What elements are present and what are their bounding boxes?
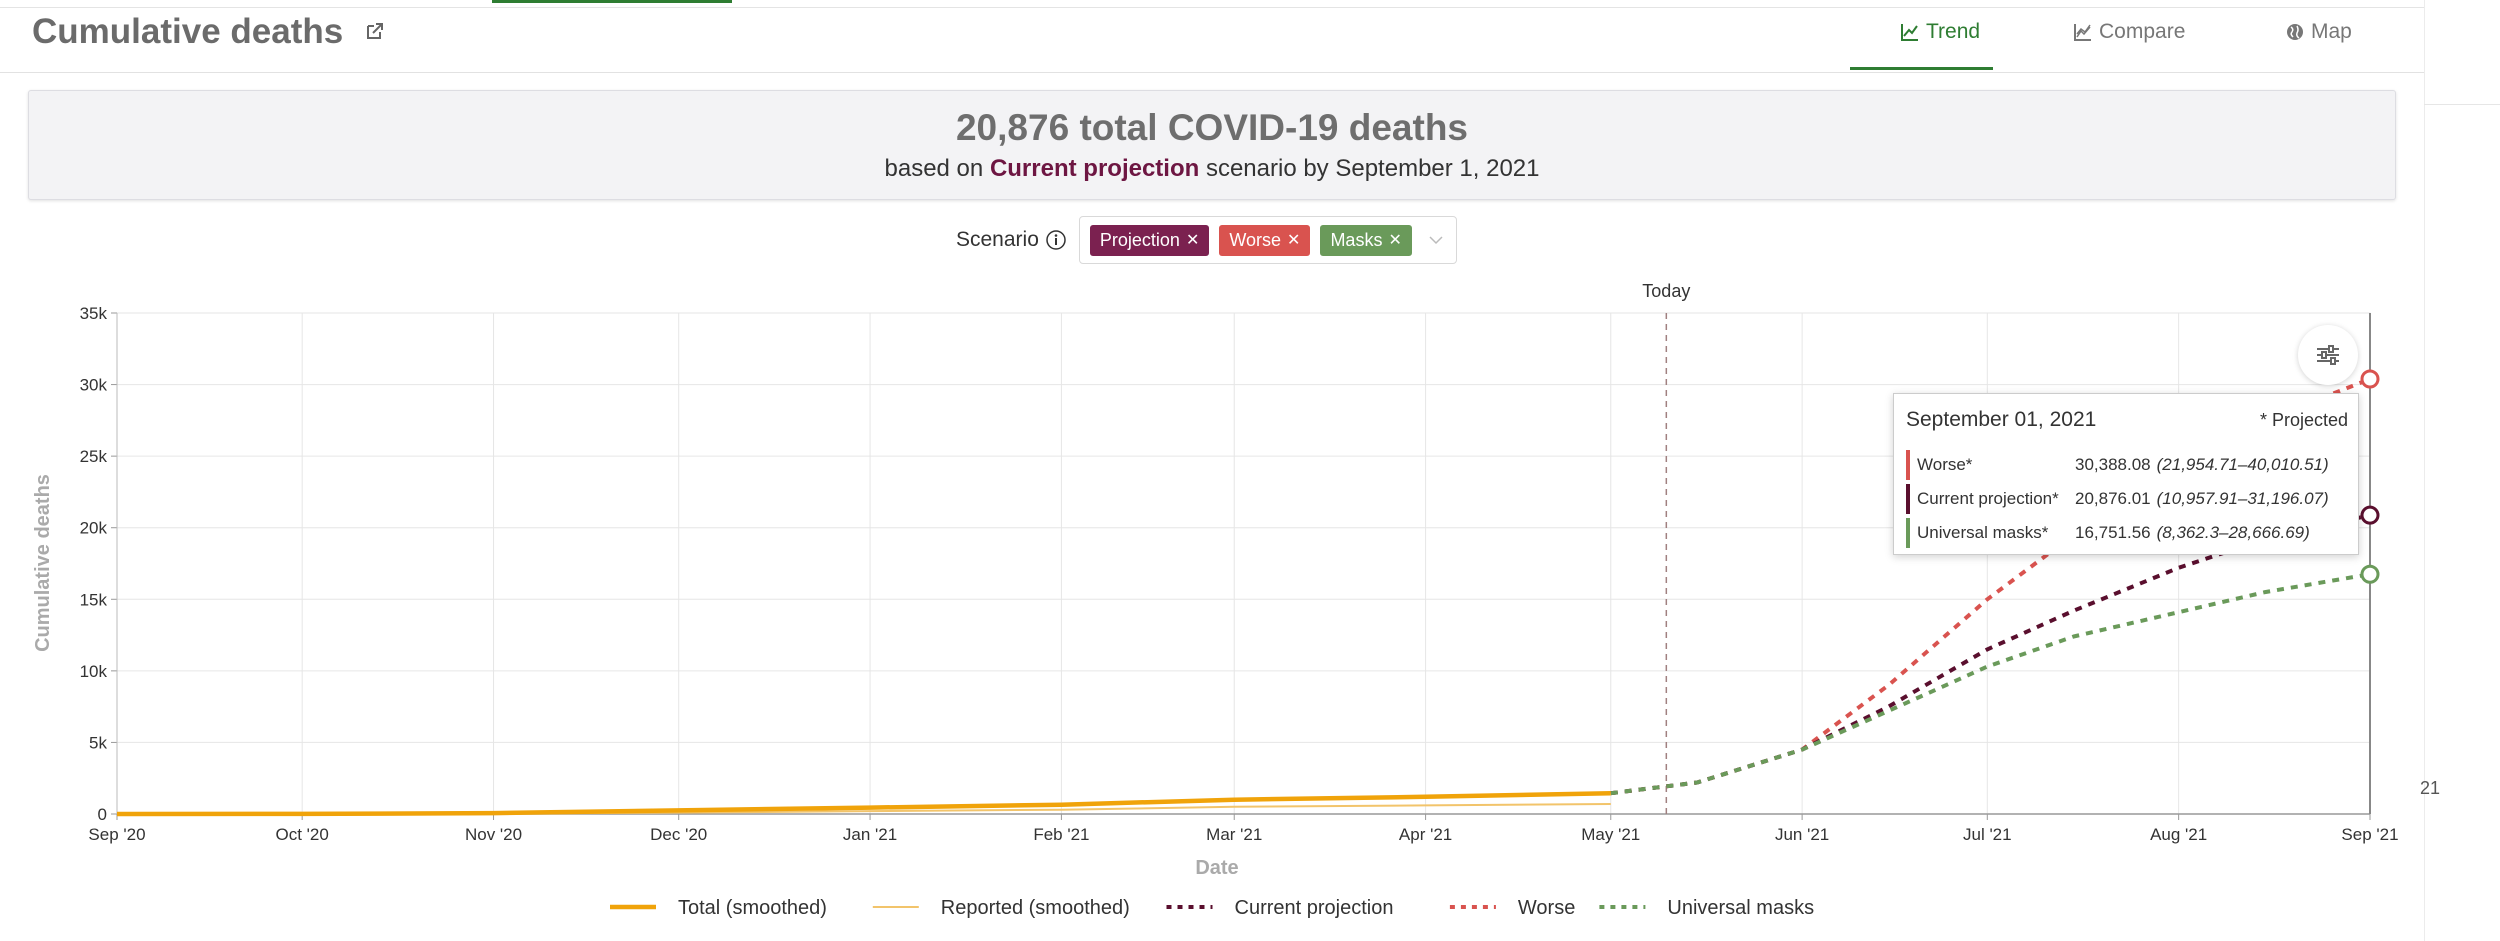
legend-label: Worse	[1518, 897, 1575, 919]
tooltip-range: (21,954.71–40,010.51)	[2156, 455, 2329, 474]
endpoint-marker	[2360, 505, 2380, 525]
x-tick-label: Jan '21	[843, 825, 897, 844]
tooltip-value: 20,876.01	[2075, 489, 2151, 508]
tooltip-swatch	[1906, 518, 1910, 548]
y-tick-label: 5k	[89, 733, 107, 752]
y-tick-label: 35k	[80, 304, 108, 323]
close-icon[interactable]: ✕	[1287, 232, 1301, 249]
scenario-label: Scenario	[956, 228, 1039, 251]
chip-projection-label: Projection	[1099, 229, 1180, 250]
series-line-current-projection	[1610, 513, 2371, 796]
tooltip-series-name: Current projection*	[1917, 489, 2059, 508]
chip-projection[interactable]: Projection ✕	[1089, 224, 1210, 256]
tab-map[interactable]: Map	[2285, 20, 2352, 44]
tooltip-value: 30,388.08	[2075, 455, 2151, 474]
total-deaths-value: 20,876	[955, 107, 1070, 148]
y-tick-label: 0	[98, 805, 107, 824]
globe-icon	[2287, 24, 2303, 40]
tooltip-series-name: Worse*	[1917, 455, 1973, 474]
tab-trend-label: Trend	[1926, 20, 1981, 43]
y-tick-label: 30k	[80, 376, 108, 395]
y-tick-label: 20k	[80, 519, 108, 538]
x-tick-label: Oct '20	[276, 825, 329, 844]
top-accent-bar	[492, 0, 732, 3]
tab-compare-label: Compare	[2099, 20, 2186, 43]
scenario-multiselect[interactable]: Projection ✕ Worse ✕ Masks ✕	[1078, 216, 1457, 264]
tooltip-date: September 01, 2021	[1906, 408, 2097, 431]
x-tick-label: Jul '21	[1963, 825, 2012, 844]
area-chart-icon	[2074, 24, 2091, 41]
y-tick-label: 25k	[80, 447, 108, 466]
x-tick-label: Sep '21	[2341, 825, 2398, 844]
tab-map-label: Map	[2311, 20, 2352, 43]
endpoint-markers	[2360, 369, 2380, 584]
legend-label: Total (smoothed)	[678, 897, 827, 919]
tooltip-row: Worse* 30,388.08 (21,954.71–40,010.51)	[1906, 450, 2329, 480]
tooltip-series-name: Universal masks*	[1917, 523, 2049, 542]
info-icon[interactable]	[1045, 229, 1067, 251]
scenario-name: Current projection	[989, 155, 1200, 182]
axes: 0 5k 10k 15k 20k 25k 30k 35k Sep '20 Oct '20 Nov '…	[32, 281, 2399, 879]
today-label: Today	[1642, 281, 1690, 301]
scenario-selector: Scenario Projection ✕ Worse ✕ Masks ✕	[956, 216, 1457, 264]
chart-settings-button[interactable]	[2298, 325, 2358, 385]
scenario-suffix: scenario by September 1, 2021	[1205, 155, 1540, 182]
x-tick-label: Dec '20	[650, 825, 707, 844]
tab-trend[interactable]: Trend	[1900, 20, 1980, 44]
tooltip-swatch	[1906, 484, 1910, 514]
tooltip-value: 16,751.56	[2075, 523, 2151, 542]
chip-masks[interactable]: Masks ✕	[1320, 224, 1412, 256]
chip-worse-label: Worse	[1229, 229, 1282, 250]
tooltip-swatch	[1906, 450, 1910, 480]
tooltip-range: (10,957.91–31,196.07)	[2156, 489, 2329, 508]
chart-tooltip: September 01, 2021 * Projected Worse* 30…	[1893, 393, 2359, 555]
x-tick-label: Feb '21	[1033, 825, 1089, 844]
sliders-icon	[2317, 345, 2339, 365]
close-icon[interactable]: ✕	[1185, 232, 1200, 249]
tab-compare[interactable]: Compare	[2073, 20, 2185, 44]
legend-label: Universal masks	[1667, 897, 1814, 919]
cumulative-deaths-chart: 0 5k 10k 15k 20k 25k 30k 35k Sep '20 Oct '20 Nov '…	[32, 281, 2399, 919]
x-tick-label: Apr '21	[1399, 825, 1452, 844]
gutter-partial-text: 21	[2420, 778, 2441, 798]
legend-label: Reported (smoothed)	[941, 897, 1130, 919]
right-gutter-divider	[2424, 104, 2500, 105]
series-line-universal-masks	[1610, 572, 2371, 796]
x-tick-label: Jun '21	[1775, 825, 1829, 844]
endpoint-marker	[2360, 369, 2380, 389]
endpoint-marker	[2360, 564, 2380, 584]
summary-panel: 20,876 total COVID-19 deaths based on Cu…	[28, 90, 2396, 200]
x-tick-label: Aug '21	[2150, 825, 2207, 844]
tab-active-underline	[1850, 67, 1993, 70]
x-tick-label: Mar '21	[1206, 825, 1262, 844]
series-line-total-smoothed	[116, 790, 1611, 817]
y-tick-label: 15k	[80, 590, 108, 609]
header: Cumulative deaths Trend Compare Map	[0, 0, 2424, 73]
x-tick-label: Sep '20	[88, 825, 145, 844]
based-on-text: based on	[884, 155, 984, 182]
tooltip-note: * Projected	[2259, 410, 2348, 430]
tooltip-row: Universal masks* 16,751.56 (8,362.3–28,6…	[1906, 518, 2310, 548]
chevron-down-icon[interactable]	[1426, 230, 1446, 250]
legend: Total (smoothed) Reported (smoothed) Curre…	[610, 897, 1814, 919]
x-axis-title: Date	[1195, 857, 1238, 879]
tooltip-range: (8,362.3–28,666.69)	[2156, 523, 2310, 542]
page-title: Cumulative deaths	[32, 12, 344, 51]
summary-headline: 20,876 total COVID-19 deaths	[29, 107, 2395, 149]
x-tick-label: May '21	[1581, 825, 1640, 844]
external-link-icon[interactable]	[364, 20, 386, 42]
right-gutter	[2424, 0, 2500, 941]
legend-label: Current projection	[1235, 897, 1394, 919]
summary-subline: based on Current projection scenario by …	[29, 155, 2395, 183]
y-tick-label: 10k	[80, 662, 108, 681]
tooltip-row: Current projection* 20,876.01 (10,957.91…	[1906, 484, 2329, 514]
close-icon[interactable]: ✕	[1388, 232, 1402, 249]
x-tick-label: Nov '20	[465, 825, 522, 844]
total-deaths-label: total COVID-19 deaths	[1079, 107, 1469, 148]
chip-worse[interactable]: Worse ✕	[1219, 224, 1311, 256]
line-chart-icon	[1901, 24, 1918, 41]
chip-masks-label: Masks	[1330, 229, 1383, 250]
top-border	[0, 7, 2424, 8]
y-axis-title: Cumulative deaths	[32, 474, 54, 652]
